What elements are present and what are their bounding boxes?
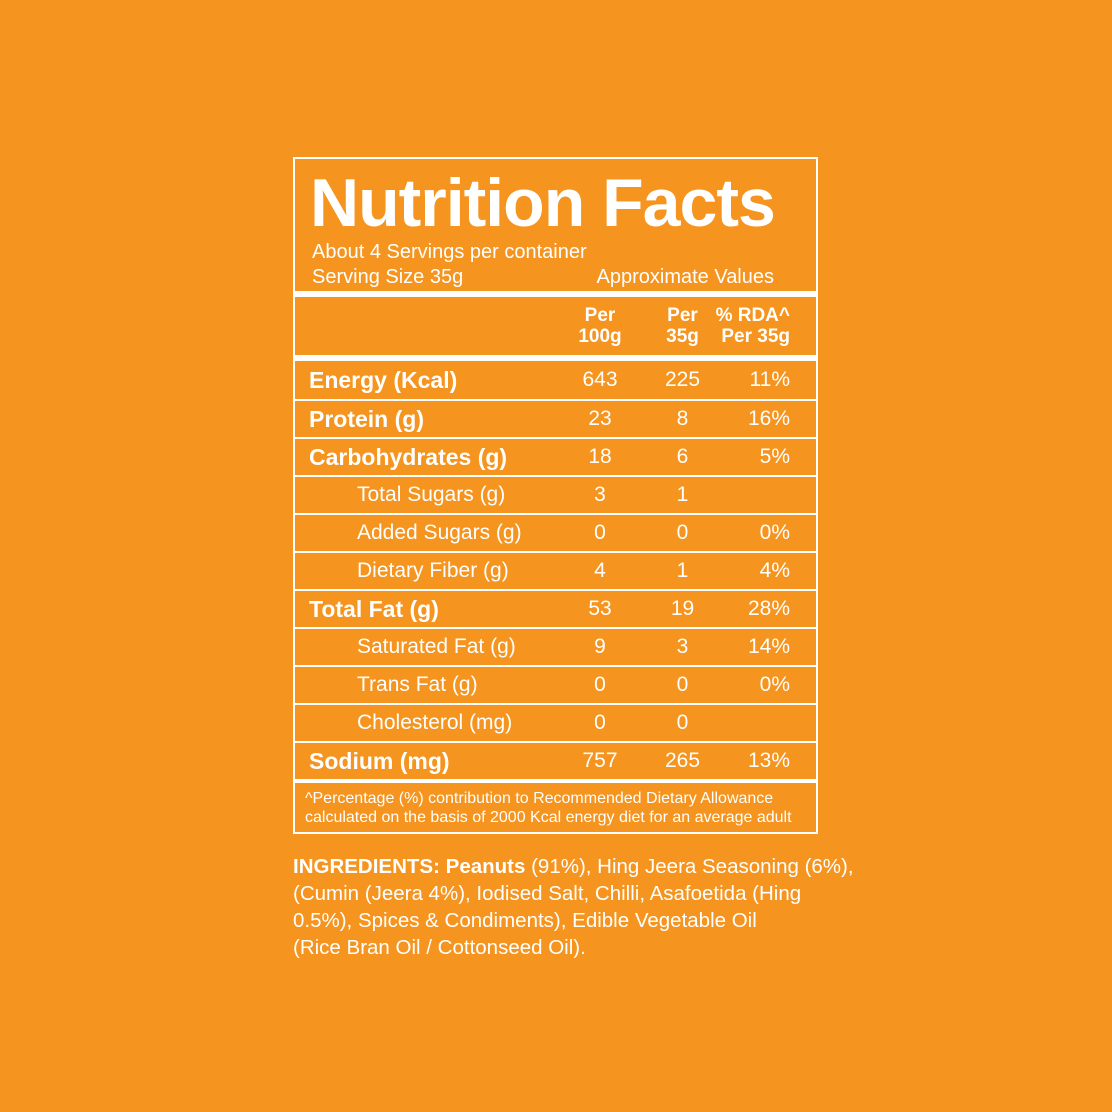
value-rda: 11% — [749, 368, 790, 391]
ingredients-first-item: Peanuts — [445, 855, 526, 878]
section-divider — [295, 291, 816, 297]
label-header: Nutrition Facts About 4 Servings per con… — [295, 159, 816, 291]
nutrient-label: Carbohydrates (g) — [309, 443, 508, 470]
value-rda: 0% — [759, 673, 790, 696]
nutrition-rows: Energy (Kcal) 643 225 11% Protein (g) 23… — [295, 361, 816, 779]
value-per-35g: 1 — [676, 559, 689, 582]
table-row: Dietary Fiber (g) 4 1 4% — [295, 551, 816, 589]
value-per-100g: 9 — [594, 635, 606, 658]
value-rda: 28% — [747, 597, 790, 620]
nutrition-facts-panel: Nutrition Facts About 4 Servings per con… — [293, 157, 818, 834]
value-per-100g: 53 — [588, 597, 612, 620]
value-rda: 5% — [759, 445, 790, 468]
table-row: Total Sugars (g) 3 1 — [295, 475, 816, 513]
value-per-35g: 3 — [676, 635, 689, 658]
section-divider — [295, 779, 816, 783]
table-row: Carbohydrates (g) 18 6 5% — [295, 437, 816, 475]
table-row: Saturated Fat (g) 9 3 14% — [295, 627, 816, 665]
value-per-100g: 23 — [588, 407, 612, 430]
value-per-35g: 19 — [670, 597, 695, 620]
nutrient-label: Energy (Kcal) — [309, 366, 458, 393]
ingredients-block: INGREDIENTS: Peanuts (91%), Hing Jeera S… — [293, 853, 854, 961]
value-rda: 13% — [747, 749, 790, 772]
value-rda: 16% — [747, 407, 790, 430]
value-per-100g: 0 — [594, 711, 606, 734]
value-per-35g: 0 — [676, 673, 689, 696]
serving-size: Serving Size 35g — [312, 266, 464, 288]
ingredients-line: (Rice Bran Oil / Cottonseed Oil). — [293, 936, 586, 959]
table-row: Trans Fat (g) 0 0 0% — [295, 665, 816, 703]
table-row: Protein (g) 23 8 16% — [295, 399, 816, 437]
column-header-per-35g: Per 35g — [666, 305, 699, 347]
value-per-100g: 0 — [594, 673, 606, 696]
footnote-line: ^Percentage (%) contribution to Recommen… — [305, 790, 774, 807]
approximate-values: Approximate Values — [596, 266, 775, 288]
table-row: Sodium (mg) 757 265 13% — [295, 741, 816, 779]
nutrient-label: Trans Fat (g) — [357, 673, 478, 696]
footnote-line: calculated on the basis of 2000 Kcal ene… — [305, 809, 792, 826]
table-row: Total Fat (g) 53 19 28% — [295, 589, 816, 627]
column-header-row: Per 100g Per 35g % RDA^ Per 35g — [295, 297, 816, 355]
nutrient-label: Sodium (mg) — [309, 747, 450, 774]
column-header-per-100g: Per 100g — [578, 305, 622, 347]
value-per-100g: 4 — [594, 559, 606, 582]
nutrient-label: Added Sugars (g) — [357, 521, 522, 544]
nutrient-label: Total Sugars (g) — [357, 483, 506, 506]
table-row: Added Sugars (g) 0 0 0% — [295, 513, 816, 551]
value-per-35g: 265 — [664, 749, 701, 772]
ingredients-line: (Cumin (Jeera 4%), Iodised Salt, Chilli,… — [293, 882, 802, 905]
column-header-rda: % RDA^ Per 35g — [715, 305, 790, 347]
value-per-100g: 757 — [582, 749, 618, 772]
nutrient-label: Dietary Fiber (g) — [357, 559, 509, 582]
nutrient-label: Cholesterol (mg) — [357, 711, 513, 734]
value-per-100g: 3 — [594, 483, 606, 506]
section-divider — [295, 355, 816, 361]
value-per-100g: 18 — [588, 445, 612, 468]
nutrient-label: Total Fat (g) — [309, 595, 439, 622]
value-rda: 0% — [759, 521, 790, 544]
value-per-100g: 643 — [582, 368, 618, 391]
value-rda: 14% — [747, 635, 790, 658]
table-row: Energy (Kcal) 643 225 11% — [295, 361, 816, 399]
value-per-35g: 6 — [676, 445, 689, 468]
nutrient-label: Saturated Fat (g) — [357, 635, 516, 658]
nutrient-label: Protein (g) — [309, 405, 424, 432]
value-rda: 4% — [759, 559, 790, 582]
label-title: Nutrition Facts — [310, 165, 776, 241]
rda-footnote: ^Percentage (%) contribution to Recommen… — [295, 783, 816, 832]
ingredients-heading: INGREDIENTS: — [293, 855, 440, 878]
ingredients-line: INGREDIENTS: Peanuts (91%), Hing Jeera S… — [293, 855, 854, 878]
value-per-35g: 8 — [676, 407, 689, 430]
value-per-100g: 0 — [594, 521, 606, 544]
ingredients-line: 0.5%), Spices & Condiments), Edible Vege… — [293, 909, 757, 932]
value-per-35g: 1 — [676, 483, 689, 506]
value-per-35g: 0 — [676, 711, 689, 734]
value-per-35g: 0 — [676, 521, 689, 544]
table-row: Cholesterol (mg) 0 0 — [295, 703, 816, 741]
value-per-35g: 225 — [664, 368, 701, 391]
serving-size-row: Serving Size 35g Approximate Values — [295, 265, 816, 290]
servings-per-container: About 4 Servings per container — [312, 241, 587, 263]
